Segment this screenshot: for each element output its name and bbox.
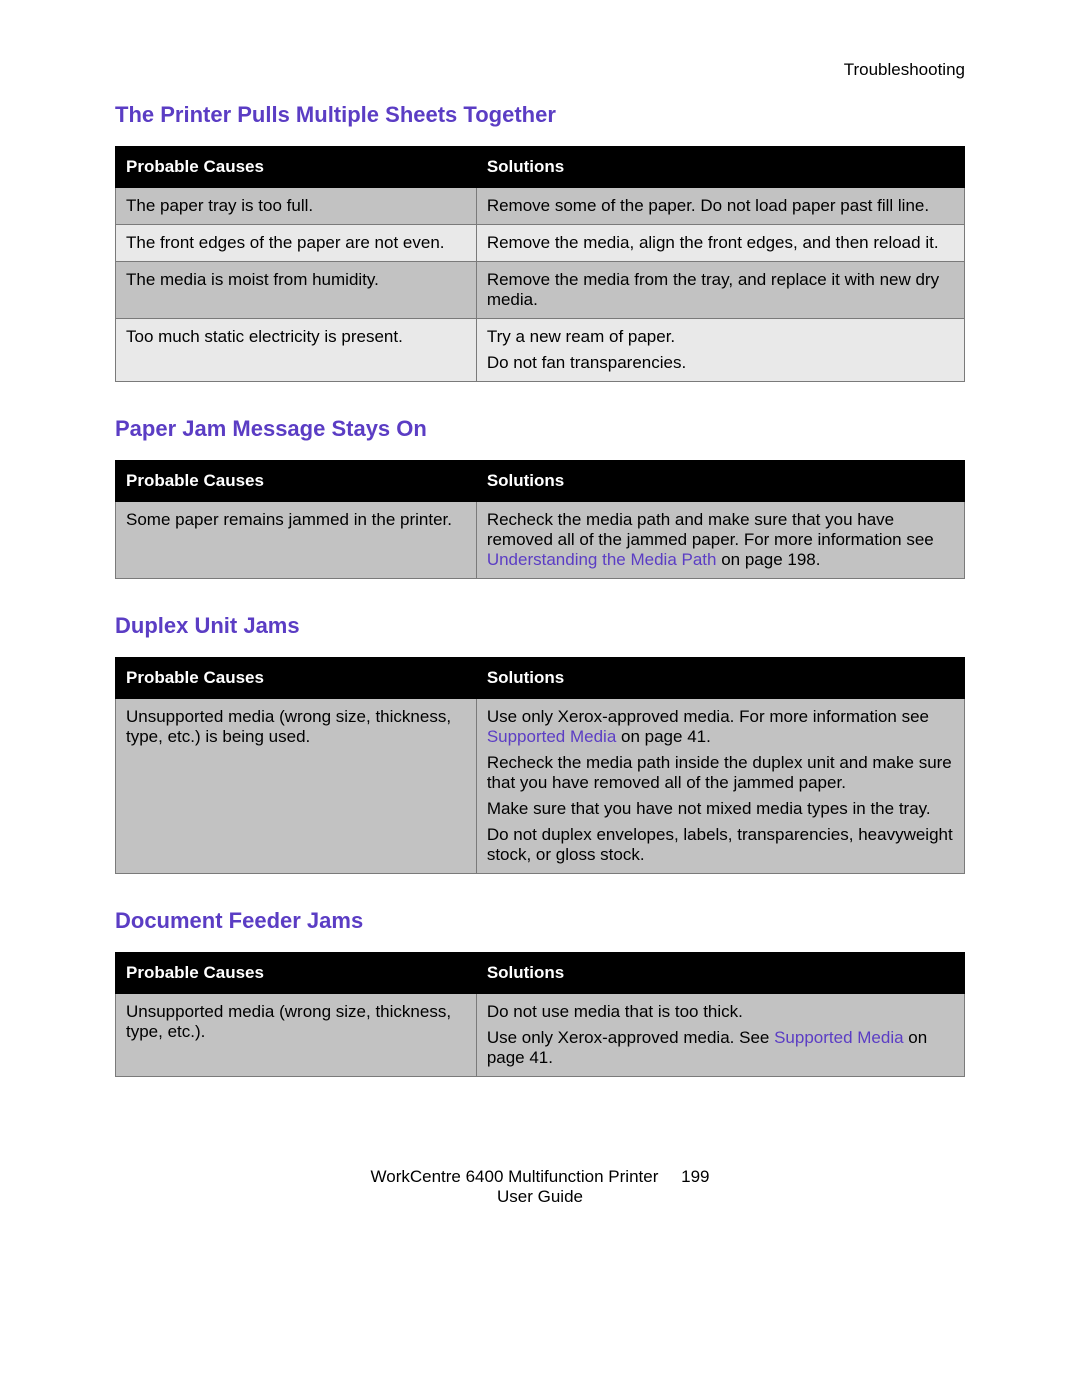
table-multi-sheets: Probable Causes Solutions The paper tray… [115,146,965,382]
th-causes: Probable Causes [116,147,477,188]
section-title-paper-jam-msg: Paper Jam Message Stays On [115,416,965,442]
header-section-label: Troubleshooting [115,60,965,80]
th-causes: Probable Causes [116,953,477,994]
page: Troubleshooting The Printer Pulls Multip… [0,0,1080,1397]
solution-line: Do not duplex envelopes, labels, transpa… [487,825,954,865]
link-supported-media[interactable]: Supported Media [774,1028,903,1047]
section-title-duplex-jams: Duplex Unit Jams [115,613,965,639]
page-footer: WorkCentre 6400 Multifunction Printer 19… [0,1167,1080,1207]
footer-page-number: 199 [681,1167,709,1186]
section-title-multi-sheets: The Printer Pulls Multiple Sheets Togeth… [115,102,965,128]
table-row: Unsupported media (wrong size, thickness… [116,994,965,1077]
table-doc-feeder-jams: Probable Causes Solutions Unsupported me… [115,952,965,1077]
solution-text-post: on page 41. [616,727,711,746]
th-solutions: Solutions [476,658,964,699]
solution-text-pre: Use only Xerox-approved media. For more … [487,707,929,726]
cell-solution: Remove some of the paper. Do not load pa… [476,188,964,225]
footer-product: WorkCentre 6400 Multifunction Printer [371,1167,659,1186]
link-understanding-media-path[interactable]: Understanding the Media Path [487,550,717,569]
cell-cause: Unsupported media (wrong size, thickness… [116,994,477,1077]
cell-solution: Recheck the media path and make sure tha… [476,502,964,579]
solution-text-pre: Use only Xerox-approved media. See [487,1028,774,1047]
cell-solution: Do not use media that is too thick. Use … [476,994,964,1077]
cell-cause: Some paper remains jammed in the printer… [116,502,477,579]
table-paper-jam-msg: Probable Causes Solutions Some paper rem… [115,460,965,579]
solution-line: Do not use media that is too thick. [487,1002,954,1022]
th-solutions: Solutions [476,147,964,188]
cell-cause: Too much static electricity is present. [116,319,477,382]
table-row: Some paper remains jammed in the printer… [116,502,965,579]
solution-line: Try a new ream of paper. [487,327,954,347]
solution-line: Do not fan transparencies. [487,353,954,373]
footer-doc-type: User Guide [0,1187,1080,1207]
th-causes: Probable Causes [116,461,477,502]
cell-solution: Remove the media, align the front edges,… [476,225,964,262]
link-supported-media[interactable]: Supported Media [487,727,616,746]
th-solutions: Solutions [476,953,964,994]
cell-cause: The paper tray is too full. [116,188,477,225]
th-causes: Probable Causes [116,658,477,699]
table-row: The front edges of the paper are not eve… [116,225,965,262]
solution-line: Make sure that you have not mixed media … [487,799,954,819]
solution-text-post: on page 198. [716,550,820,569]
table-row: Unsupported media (wrong size, thickness… [116,699,965,874]
solution-text-pre: Recheck the media path and make sure tha… [487,510,934,549]
cell-solution: Try a new ream of paper. Do not fan tran… [476,319,964,382]
cell-solution: Remove the media from the tray, and repl… [476,262,964,319]
section-title-doc-feeder-jams: Document Feeder Jams [115,908,965,934]
solution-line: Recheck the media path inside the duplex… [487,753,954,793]
table-row: The media is moist from humidity. Remove… [116,262,965,319]
cell-cause: The media is moist from humidity. [116,262,477,319]
th-solutions: Solutions [476,461,964,502]
table-row: Too much static electricity is present. … [116,319,965,382]
table-row: The paper tray is too full. Remove some … [116,188,965,225]
cell-cause: Unsupported media (wrong size, thickness… [116,699,477,874]
table-duplex-jams: Probable Causes Solutions Unsupported me… [115,657,965,874]
cell-solution: Use only Xerox-approved media. For more … [476,699,964,874]
cell-cause: The front edges of the paper are not eve… [116,225,477,262]
